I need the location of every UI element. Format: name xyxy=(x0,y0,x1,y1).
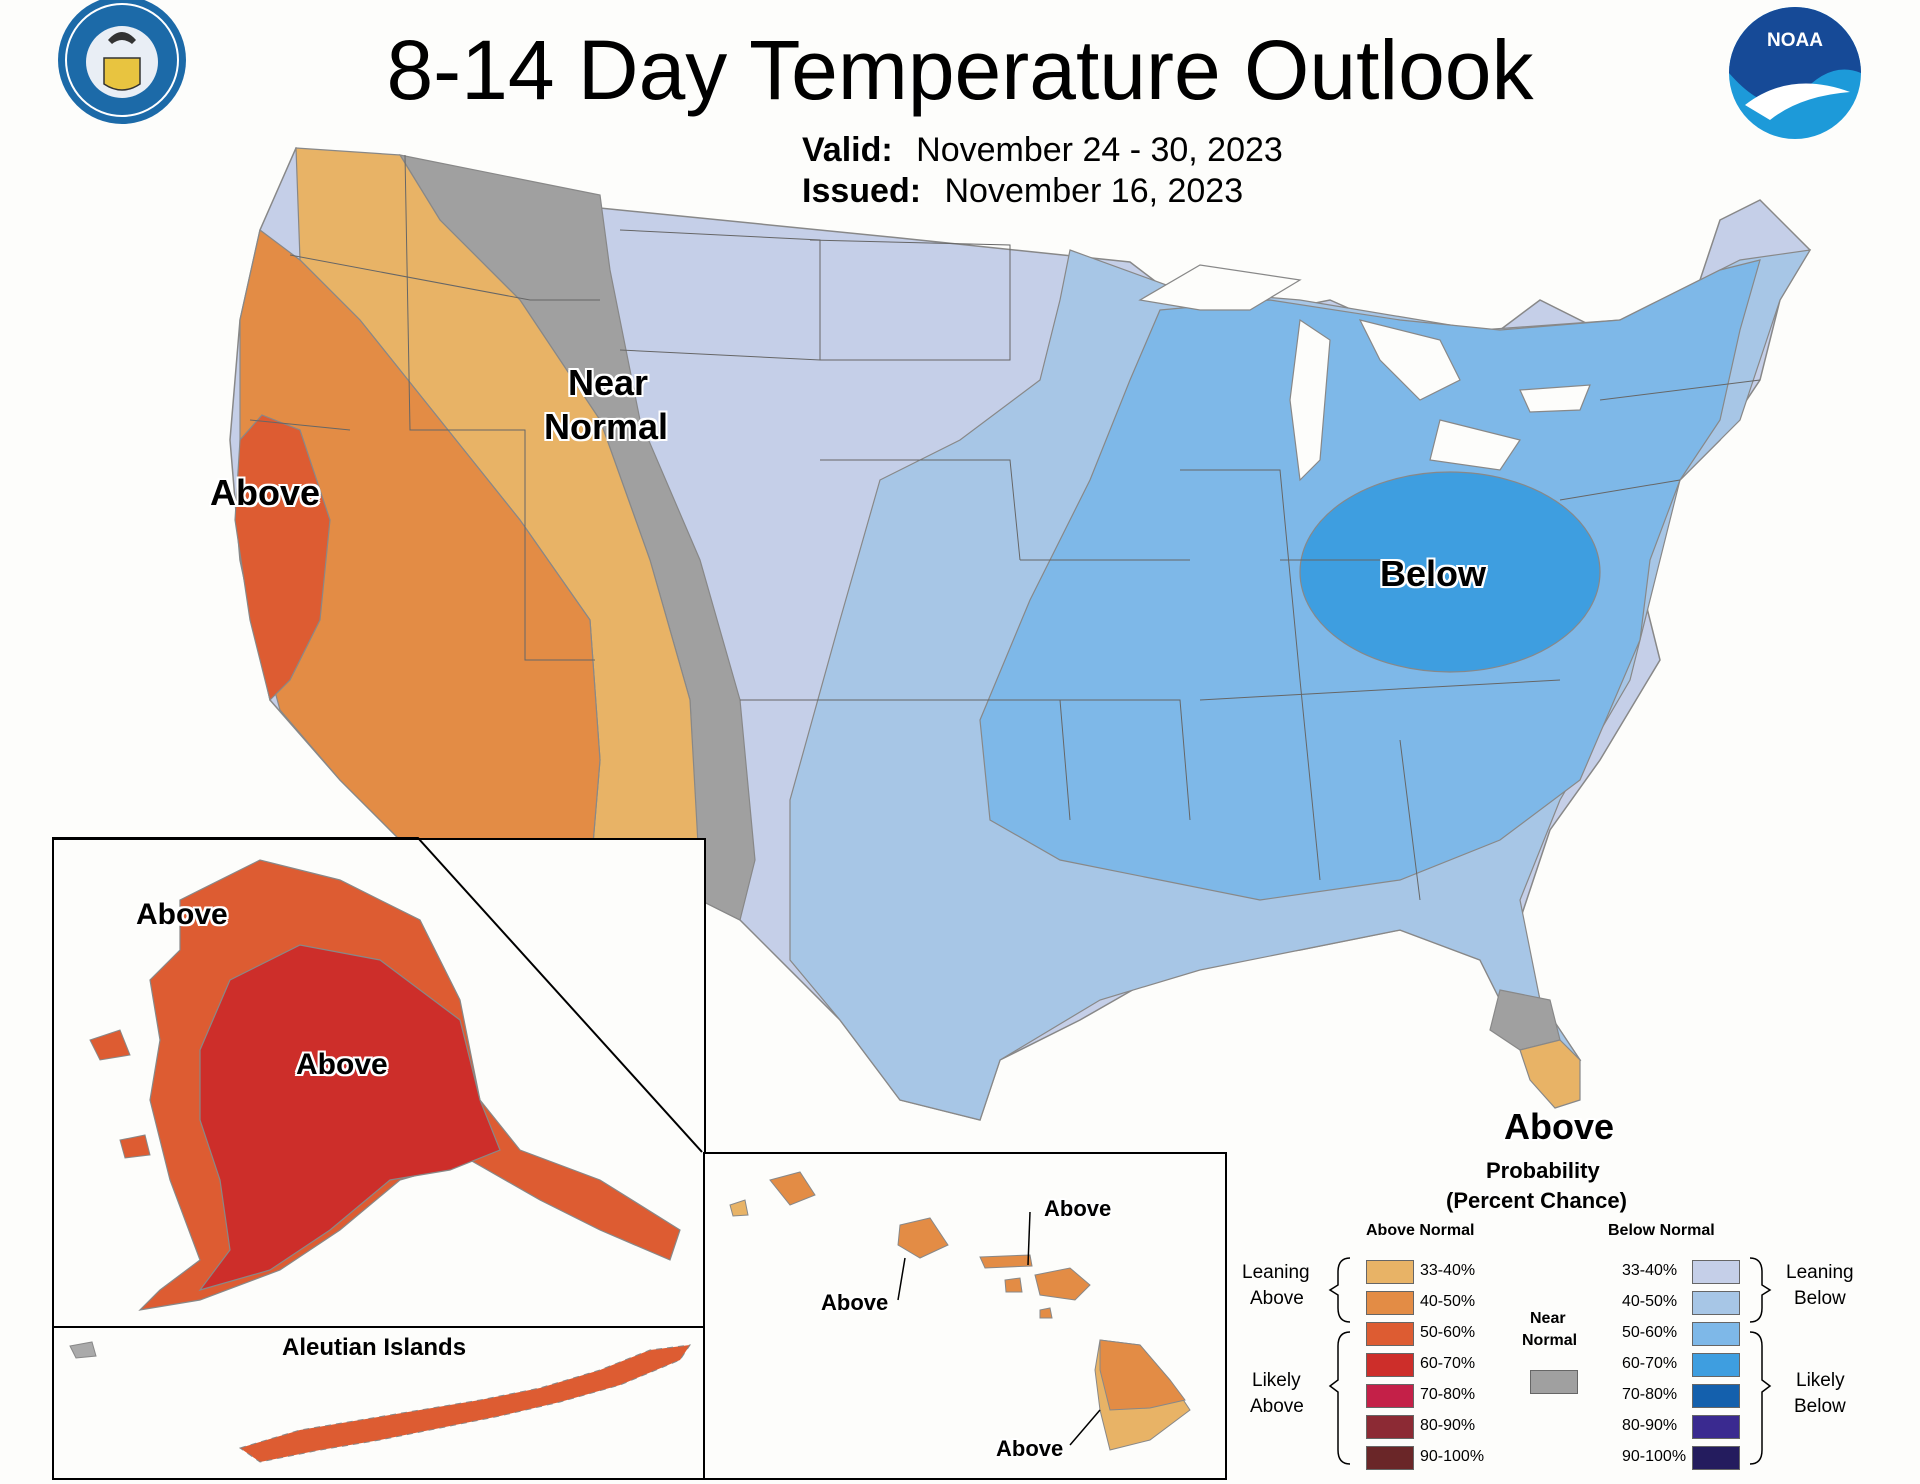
valid-value: November 24 - 30, 2023 xyxy=(916,131,1283,169)
legend-near-normal-2: Normal xyxy=(1522,1332,1578,1349)
legend-above-bin-label: 70-80% xyxy=(1420,1386,1476,1403)
legend-below-bin-label: 60-70% xyxy=(1622,1355,1678,1372)
issued-value: November 16, 2023 xyxy=(944,172,1244,210)
legend-below-bin-swatch xyxy=(1692,1322,1740,1346)
legend-above-bin-label: 33-40% xyxy=(1420,1262,1476,1279)
valid-dates: Valid: November 24 - 30, 2023 xyxy=(802,131,1283,170)
aleutian-title: Aleutian Islands xyxy=(282,1334,467,1361)
label-florida-above: Above xyxy=(1504,1106,1615,1147)
legend-below-bin-label: 70-80% xyxy=(1622,1386,1678,1403)
legend-likely-below-1: Likely xyxy=(1796,1370,1845,1391)
label-hawaii-3: Above xyxy=(996,1436,1064,1461)
page-title: 8-14 Day Temperature Outlook xyxy=(386,23,1534,117)
legend-above-bin-label: 80-90% xyxy=(1420,1417,1476,1434)
legend-below-bin-swatch xyxy=(1692,1291,1740,1315)
legend-below-bin-swatch xyxy=(1692,1384,1740,1408)
legend-above-bin-swatch xyxy=(1366,1291,1414,1315)
legend-near-normal-1: Near xyxy=(1530,1310,1566,1327)
label-hawaii-2: Above xyxy=(821,1290,889,1315)
label-east-below: Below xyxy=(1380,553,1487,594)
legend-leaning-above-1: Leaning xyxy=(1242,1262,1310,1283)
legend-below-bin-swatch xyxy=(1692,1415,1740,1439)
legend-above-bin-swatch xyxy=(1366,1260,1414,1284)
valid-label: Valid: xyxy=(802,131,893,169)
label-near-normal-1: Near xyxy=(568,362,649,403)
legend-title-1: Probability xyxy=(1486,1158,1600,1183)
legend-below-bin-label: 40-50% xyxy=(1622,1293,1678,1310)
great-lakes xyxy=(1138,264,1591,482)
legend-above-bin-swatch xyxy=(1366,1353,1414,1377)
legend-below-bin-label: 33-40% xyxy=(1622,1262,1678,1279)
legend-above-bin-label: 60-70% xyxy=(1420,1355,1476,1372)
issued-label: Issued: xyxy=(802,172,922,210)
legend-likely-above-2: Above xyxy=(1250,1396,1304,1417)
legend-above-bin-swatch xyxy=(1366,1322,1414,1346)
legend-title-2: (Percent Chance) xyxy=(1446,1188,1627,1213)
legend-near-normal-swatch xyxy=(1530,1370,1578,1394)
legend-above-bin-swatch xyxy=(1366,1384,1414,1408)
legend-below-header: Below Normal xyxy=(1608,1222,1715,1239)
legend-above-bin-label: 50-60% xyxy=(1420,1324,1476,1341)
region-florida-above xyxy=(1519,1039,1581,1109)
legend-above-bin-label: 40-50% xyxy=(1420,1293,1476,1310)
legend-leaning-below-2: Below xyxy=(1794,1288,1846,1309)
legend-leaning-above-2: Above xyxy=(1250,1288,1304,1309)
legend-likely-below-2: Below xyxy=(1794,1396,1846,1417)
label-alaska-center: Above xyxy=(296,1048,388,1081)
legend-above-bin-label: 90-100% xyxy=(1420,1448,1485,1465)
legend-above-header: Above Normal xyxy=(1366,1222,1475,1239)
legend-below-bin-swatch xyxy=(1692,1260,1740,1284)
label-alaska-north: Above xyxy=(136,898,228,931)
label-hawaii-1: Above xyxy=(1044,1196,1112,1221)
state-boundaries xyxy=(249,154,1761,901)
issued-date: Issued: November 16, 2023 xyxy=(802,172,1243,211)
legend-below-bin-swatch xyxy=(1692,1353,1740,1377)
label-west-above: Above xyxy=(210,472,321,513)
legend-leaning-below-1: Leaning xyxy=(1786,1262,1854,1283)
region-below-60-70 xyxy=(1299,471,1601,673)
hawaii-inset xyxy=(703,1152,1227,1480)
region-florida-near-normal xyxy=(1489,989,1561,1051)
legend-below-bin-label: 90-100% xyxy=(1622,1448,1687,1465)
legend-above-bin-swatch xyxy=(1366,1415,1414,1439)
region-above-50-60 xyxy=(234,414,331,702)
legend-above-bin-swatch xyxy=(1366,1446,1414,1470)
legend-below-bin-label: 50-60% xyxy=(1622,1324,1678,1341)
legend-below-bin-swatch xyxy=(1692,1446,1740,1470)
noaa-logo-text: NOAA xyxy=(1767,30,1823,51)
legend-likely-above-1: Likely xyxy=(1252,1370,1301,1391)
label-near-normal-2: Normal xyxy=(544,406,669,447)
legend-below-bin-label: 80-90% xyxy=(1622,1417,1678,1434)
